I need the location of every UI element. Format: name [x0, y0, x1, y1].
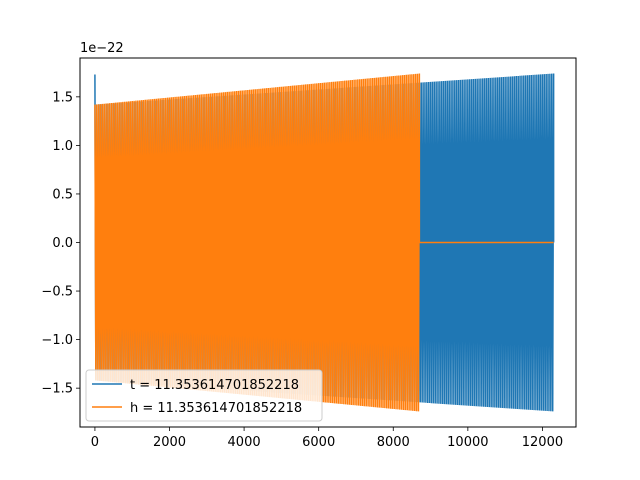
- y-tick-label: 1.5: [52, 90, 73, 105]
- x-tick-label: 0: [91, 435, 99, 450]
- x-tick-label: 8000: [377, 435, 410, 450]
- legend-label-h: h = 11.353614701852218: [130, 401, 302, 416]
- x-tick-label: 12000: [522, 435, 563, 450]
- legend-box: [85, 369, 323, 422]
- y-tick-label: 0.5: [52, 187, 73, 202]
- y-tick-label: 1.0: [52, 139, 73, 154]
- x-tick-label: 4000: [228, 435, 261, 450]
- y-offset-label: 1e−22: [80, 41, 124, 56]
- y-axis: −1.5 −1.0 −0.5 0.0 0.5 1.0 1.5: [41, 90, 80, 397]
- y-tick-label: −1.0: [41, 333, 73, 348]
- x-tick-label: 10000: [447, 435, 488, 450]
- x-tick-label: 6000: [302, 435, 335, 450]
- y-tick-label: 0.0: [52, 236, 73, 251]
- y-tick-label: −0.5: [41, 285, 73, 300]
- x-axis: 0 2000 4000 6000 8000 10000 12000: [91, 427, 563, 450]
- legend: t = 11.353614701852218 h = 11.3536147018…: [85, 369, 323, 422]
- legend-label-t: t = 11.353614701852218: [130, 378, 299, 393]
- y-tick-label: −1.5: [41, 382, 73, 397]
- x-tick-label: 2000: [153, 435, 186, 450]
